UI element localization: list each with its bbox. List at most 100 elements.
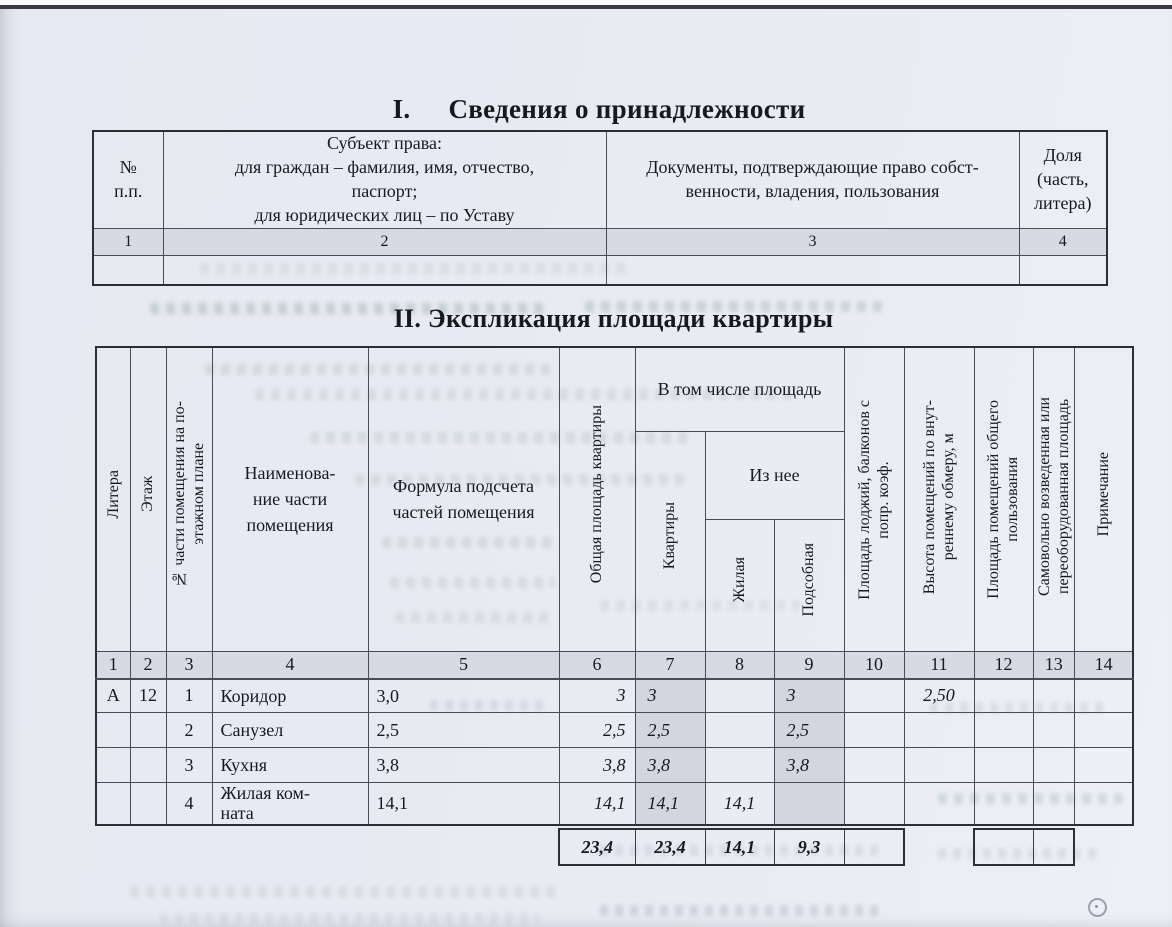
column-number: 7 (634, 650, 706, 680)
cell-part-number: 1 (165, 678, 213, 713)
cell-note (1073, 747, 1134, 783)
column-number: 4 (1018, 228, 1108, 256)
cell-unauthorized-area (1032, 678, 1075, 713)
cell-floor: 12 (129, 678, 167, 713)
cell-loggia-area (843, 747, 905, 783)
ghost-artifact (160, 913, 540, 924)
table-row: 3 Кухня 3,8 3,8 3,8 3,8 (95, 747, 1134, 783)
column-number: 1 (92, 228, 164, 256)
cell-loggia-area (843, 678, 905, 713)
cell-room-height (903, 747, 975, 783)
cell-room-height (903, 712, 975, 748)
apartment-area-sum: 23,4 (634, 828, 706, 866)
header-common-area: Площадь помещений общего пользования (973, 346, 1034, 652)
header-subject-of-right: Субъект права: для граждан – фамилия, им… (162, 130, 607, 229)
cell-part-number: 4 (165, 782, 213, 825)
scan-edge-line (0, 5, 1172, 9)
cell-auxiliary-area (773, 782, 845, 825)
totals-strip: 23,4 23,4 14,1 9,3 (558, 828, 905, 866)
column-number: 14 (1073, 650, 1134, 680)
common-area-sum (973, 828, 1034, 866)
cell (1018, 255, 1108, 286)
header-number: № п.п. (92, 130, 164, 229)
cell-room-height (903, 782, 975, 825)
cell-apartment-area: 14,1 (634, 782, 706, 825)
cell-litera: А (95, 678, 131, 713)
section1-title: I. Сведения о принадлежности (92, 94, 1106, 125)
explication-table: Литера Этаж № части помещения на по- эта… (95, 346, 1135, 826)
cell-formula: 14,1 (367, 782, 560, 825)
cell (162, 255, 607, 286)
cell-apartment-area: 3 (634, 678, 706, 713)
cell-part-name: Кухня (211, 747, 369, 783)
column-number-row: 1 2 3 4 5 6 7 8 9 10 11 12 13 14 (95, 650, 1134, 680)
column-number: 3 (165, 650, 213, 680)
column-number: 3 (605, 228, 1020, 256)
cell-common-area (973, 678, 1034, 713)
cell-loggia-area (843, 712, 905, 748)
cell-note (1073, 712, 1134, 748)
empty-row (92, 255, 1108, 286)
cell-note (1073, 782, 1134, 825)
column-number: 2 (129, 650, 167, 680)
header-share: Доля (часть, литера) (1018, 130, 1108, 229)
cell-common-area (973, 747, 1034, 783)
cell-loggia-area (843, 782, 905, 825)
ghost-artifact (600, 905, 885, 916)
column-number: 12 (973, 650, 1034, 680)
section2-title: II. Экспликация площади квартиры (393, 304, 834, 333)
cell (92, 255, 164, 286)
cell-floor (129, 712, 167, 748)
header-group-of-it: Из нее (704, 430, 845, 520)
cell-part-number: 2 (165, 712, 213, 748)
table-row: А 12 1 Коридор 3,0 3 3 3 2,50 (95, 678, 1134, 713)
total-area-sum: 23,4 (558, 828, 636, 866)
ghost-artifact (130, 886, 560, 897)
cell-total-area: 3,8 (558, 747, 636, 783)
cell-living-area: 14,1 (704, 782, 775, 825)
column-number: 13 (1032, 650, 1075, 680)
header-part-number: № части помещения на по- этажном плане (165, 346, 213, 652)
header-formula: Формула подсчета частей помещения (367, 346, 560, 652)
cell-note (1073, 678, 1134, 713)
header-apartment: Квартиры (634, 430, 706, 652)
cell-common-area (973, 782, 1034, 825)
cell-litera (95, 782, 131, 825)
column-number: 6 (558, 650, 636, 680)
scan-edge-margin (0, 0, 1172, 5)
cell-unauthorized-area (1032, 747, 1075, 783)
header-floor: Этаж (129, 346, 167, 652)
column-number: 10 (843, 650, 905, 680)
cell-litera (95, 712, 131, 748)
header-loggia-area: Площадь лоджий, балконов с попр. коэф. (843, 346, 905, 652)
column-number: 4 (211, 650, 369, 680)
cell-formula: 2,5 (367, 712, 560, 748)
totals-box-secondary (973, 828, 1075, 866)
header-living: Жилая (704, 518, 775, 652)
column-number: 2 (162, 228, 607, 256)
living-area-sum: 14,1 (704, 828, 775, 866)
cell-room-height: 2,50 (903, 678, 975, 713)
cell-part-name: Жилая ком- ната (211, 782, 369, 825)
cell-auxiliary-area: 2,5 (773, 712, 845, 748)
column-number-row: 1 2 3 4 (92, 228, 1108, 256)
column-number: 9 (773, 650, 845, 680)
header-group-including-area: В том числе площадь (634, 346, 845, 432)
column-number: 5 (367, 650, 560, 680)
cell-apartment-area: 2,5 (634, 712, 706, 748)
cell-formula: 3,0 (367, 678, 560, 713)
cell-litera (95, 747, 131, 783)
header-total-area: Общая площадь квартиры (558, 346, 636, 652)
cell-auxiliary-area: 3 (773, 678, 845, 713)
table-row: 4 Жилая ком- ната 14,1 14,1 14,1 14,1 (95, 782, 1134, 825)
cell-part-name: Санузел (211, 712, 369, 748)
column-number: 8 (704, 650, 775, 680)
header-room-height: Высота помещений по внут- реннему обмеру… (903, 346, 975, 652)
cell-formula: 3,8 (367, 747, 560, 783)
auxiliary-area-sum: 9,3 (773, 828, 845, 866)
unauthorized-area-sum (1032, 828, 1075, 866)
cell-unauthorized-area (1032, 712, 1075, 748)
cell (605, 255, 1020, 286)
punch-hole-mark (1088, 898, 1107, 917)
